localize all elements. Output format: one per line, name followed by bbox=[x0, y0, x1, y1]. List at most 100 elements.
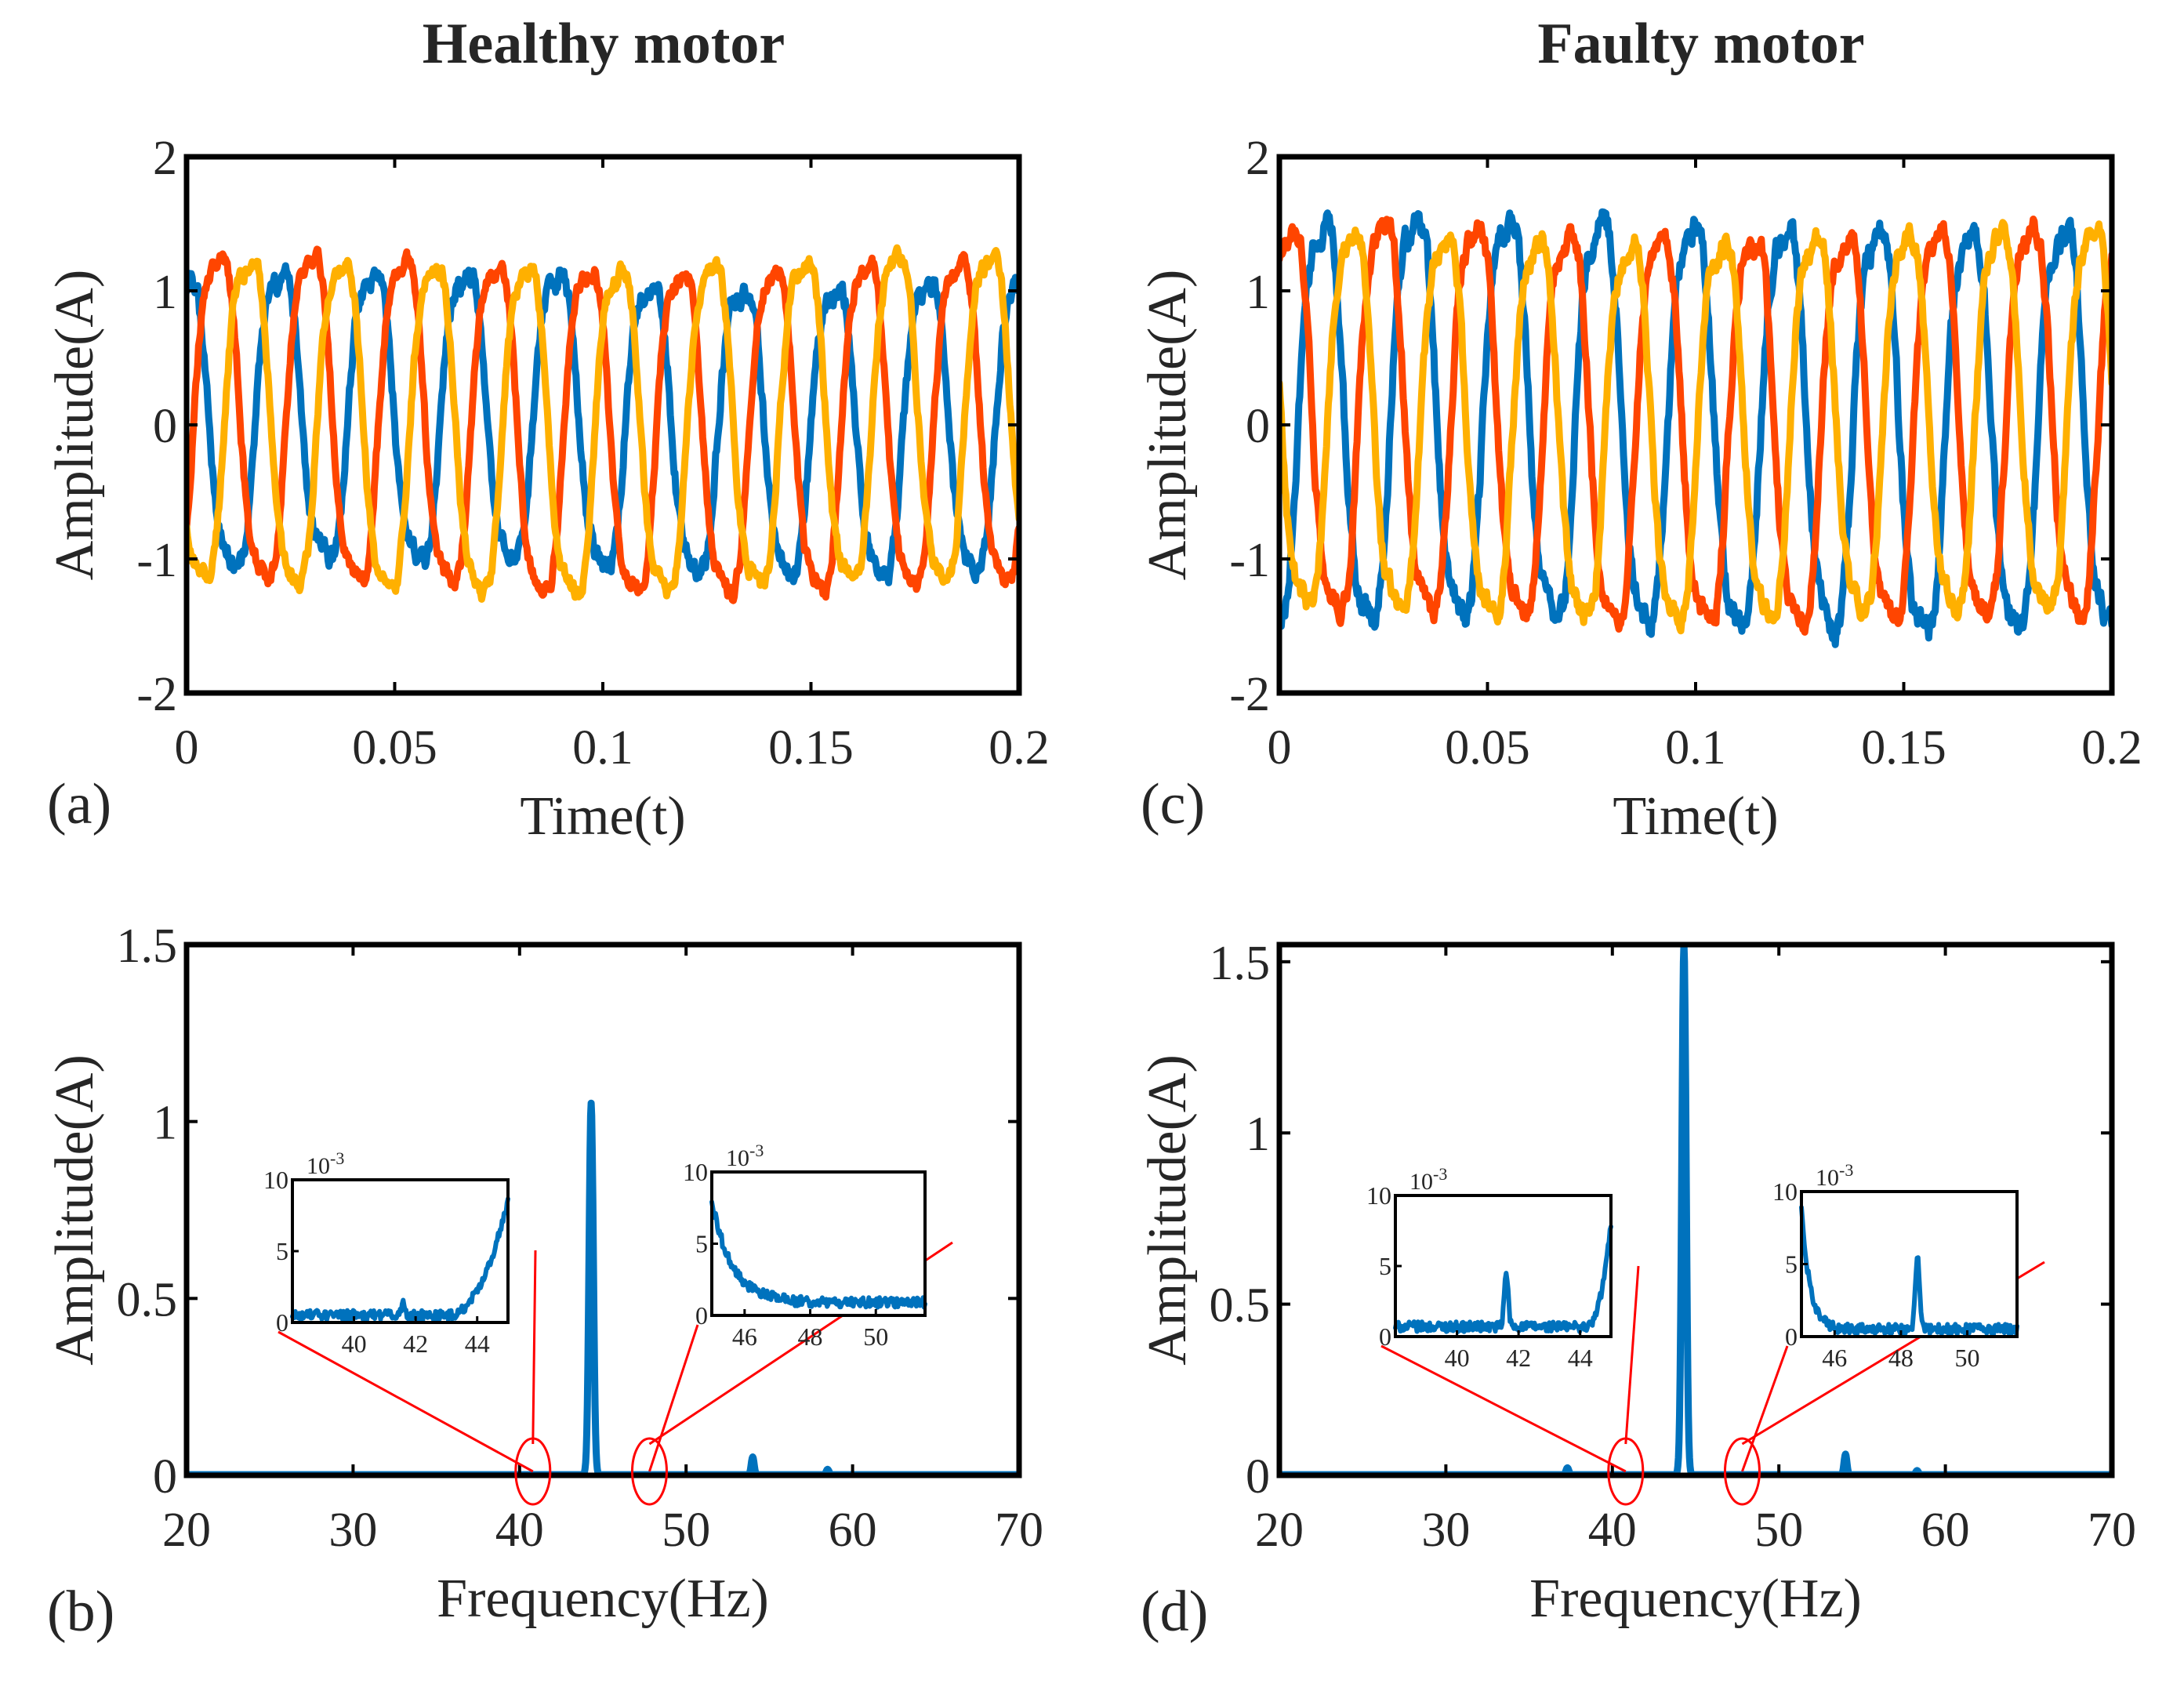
x-tick-label: 0.2 bbox=[2081, 721, 2142, 775]
axes-frame-b bbox=[183, 941, 1022, 1478]
column-title-faulty: Faulty motor bbox=[1537, 12, 1864, 76]
x-tick-label: 60 bbox=[829, 1504, 877, 1557]
inset-exponent-label: 10-3 bbox=[726, 1141, 764, 1171]
inset-spectrum-line bbox=[290, 1196, 510, 1323]
inset-y-tick-label: 10 bbox=[1772, 1177, 1798, 1206]
y-tick-label: -1 bbox=[1229, 534, 1270, 587]
inset-x-tick-label: 50 bbox=[863, 1322, 888, 1351]
x-tick-label: 0.05 bbox=[1445, 721, 1530, 775]
callout-ellipse bbox=[630, 1437, 668, 1506]
x-tick-label: 0.1 bbox=[572, 721, 633, 775]
inset-y-tick-label: 10 bbox=[263, 1166, 288, 1194]
y-axis-label: Amplitude(A) bbox=[45, 1054, 105, 1366]
panels: 0 0.05 0.1 0.15 0.2-2-1012Time(t)Amplitude(A… bbox=[45, 132, 2142, 1644]
y-tick-label: 1.5 bbox=[1210, 937, 1271, 990]
panel-label-d: (d) bbox=[1141, 1580, 1208, 1644]
x-tick-label: 20 bbox=[162, 1504, 211, 1557]
inset-d-left: 40 42 44 0 5 10 10-3 bbox=[1366, 1164, 1613, 1372]
y-tick-label: 1 bbox=[153, 266, 177, 319]
inset-x-tick-label: 44 bbox=[1568, 1344, 1593, 1372]
x-tick-label: 0 bbox=[175, 721, 199, 775]
inset-y-tick-label: 0 bbox=[1379, 1322, 1391, 1351]
inset-x-tick-label: 46 bbox=[1822, 1344, 1847, 1372]
y-tick-label: -2 bbox=[1229, 668, 1270, 721]
x-tick-label: 0 bbox=[1268, 721, 1292, 775]
inset-y-tick-label: 5 bbox=[276, 1237, 288, 1265]
plot-area-a bbox=[187, 244, 1019, 604]
inset-y-tick-label: 5 bbox=[695, 1230, 708, 1258]
y-tick-label: 2 bbox=[1246, 132, 1270, 185]
series-line-phase-a bbox=[187, 262, 1019, 586]
x-axis-label: Time(t) bbox=[520, 786, 685, 847]
x-tick-label: 70 bbox=[2088, 1504, 2136, 1557]
x-tick-label: 0.1 bbox=[1665, 721, 1726, 775]
panel-label-c: (c) bbox=[1141, 772, 1205, 836]
inset-y-tick-label: 5 bbox=[1379, 1252, 1391, 1280]
inset-x-tick-label: 42 bbox=[403, 1330, 428, 1358]
panel-label-b: (b) bbox=[47, 1580, 114, 1644]
inset-x-tick-label: 48 bbox=[798, 1322, 823, 1351]
plot-area-c bbox=[1279, 208, 2112, 648]
inset-spectrum-line bbox=[709, 1199, 927, 1310]
inset-spectrum-line bbox=[1799, 1205, 2019, 1337]
inset-y-tick-label: 10 bbox=[683, 1158, 708, 1186]
x-tick-label: 0.05 bbox=[352, 721, 437, 775]
callout-ellipse bbox=[1723, 1437, 1761, 1506]
y-axis-label: Amplitude(A) bbox=[45, 270, 105, 581]
y-tick-label: 2 bbox=[153, 132, 177, 185]
x-tick-label: 50 bbox=[662, 1504, 710, 1557]
inset-y-tick-label: 0 bbox=[276, 1308, 288, 1337]
inset-y-tick-label: 5 bbox=[1785, 1250, 1798, 1279]
x-tick-label: 0.15 bbox=[768, 721, 854, 775]
inset-exponent-label: 10-3 bbox=[1409, 1164, 1447, 1195]
inset-x-tick-label: 48 bbox=[1888, 1344, 1914, 1372]
panel-label-a: (a) bbox=[47, 772, 111, 836]
inset-b-right: 46 48 50 0 5 10 10-3 bbox=[683, 1141, 927, 1351]
inset-x-tick-label: 50 bbox=[1955, 1344, 1980, 1372]
inset-x-tick-label: 46 bbox=[732, 1322, 757, 1351]
y-tick-label: 1 bbox=[1246, 266, 1270, 319]
y-tick-label: 0.5 bbox=[117, 1273, 178, 1326]
x-tick-label: 40 bbox=[1588, 1504, 1637, 1557]
axes-frame-a bbox=[183, 154, 1022, 696]
y-tick-label: -2 bbox=[136, 668, 177, 721]
axes-frame-d bbox=[1276, 941, 2115, 1478]
y-tick-label: 0 bbox=[153, 400, 177, 453]
y-tick-label: 1.5 bbox=[117, 920, 178, 973]
inset-x-tick-label: 44 bbox=[465, 1330, 490, 1358]
y-tick-label: 0 bbox=[1246, 400, 1270, 453]
x-tick-label: 60 bbox=[1921, 1504, 1970, 1557]
callout-line bbox=[1624, 1265, 1640, 1445]
y-tick-label: 0 bbox=[1246, 1450, 1270, 1504]
x-tick-label: 0.15 bbox=[1861, 721, 1946, 775]
x-axis-label: Frequency(Hz) bbox=[437, 1569, 769, 1629]
callout-line bbox=[648, 1324, 699, 1472]
series-line-phase-a bbox=[1279, 208, 2112, 648]
panel-a: 0 0.05 0.1 0.15 0.2 -2 -1 0 1 2 Time(t) Amplitude(A… bbox=[45, 132, 1050, 847]
inset-spectrum-line bbox=[1393, 1224, 1613, 1334]
inset-x-tick-label: 40 bbox=[1445, 1344, 1470, 1372]
callout-line bbox=[1741, 1345, 1789, 1472]
panel-d: 20 30 40 50 60 7000.511.5Frequency(Hz)Amplitu… bbox=[1137, 937, 2136, 1644]
panel-b: 20 30 40 50 60 7000.511.5Frequency(Hz)Amplitu… bbox=[45, 920, 1043, 1644]
panel-c: 0 0.05 0.1 0.15 0.2 -2 -1 0 1 2 Time(t) Amplitude(A… bbox=[1137, 132, 2142, 847]
inset-exponent-label: 10-3 bbox=[1816, 1160, 1853, 1191]
inset-x-tick-label: 40 bbox=[342, 1330, 367, 1358]
x-tick-label: 20 bbox=[1255, 1504, 1304, 1557]
x-axis-label: Time(t) bbox=[1613, 786, 1778, 847]
x-tick-label: 0.2 bbox=[989, 721, 1050, 775]
callout-line bbox=[278, 1330, 534, 1473]
x-tick-label: 40 bbox=[495, 1504, 544, 1557]
y-tick-label: -1 bbox=[136, 534, 177, 587]
series-line-phase-c bbox=[1279, 219, 2112, 635]
inset-y-tick-label: 10 bbox=[1366, 1181, 1391, 1210]
series-line-phase-b bbox=[1279, 216, 2112, 636]
series-line-phase-c bbox=[187, 244, 1019, 603]
x-tick-label: 30 bbox=[1421, 1504, 1470, 1557]
y-tick-label: 1 bbox=[153, 1097, 177, 1150]
x-tick-label: 70 bbox=[995, 1504, 1043, 1557]
x-axis-label: Frequency(Hz) bbox=[1529, 1569, 1862, 1629]
inset-y-tick-label: 0 bbox=[695, 1301, 708, 1330]
x-tick-label: 30 bbox=[328, 1504, 377, 1557]
